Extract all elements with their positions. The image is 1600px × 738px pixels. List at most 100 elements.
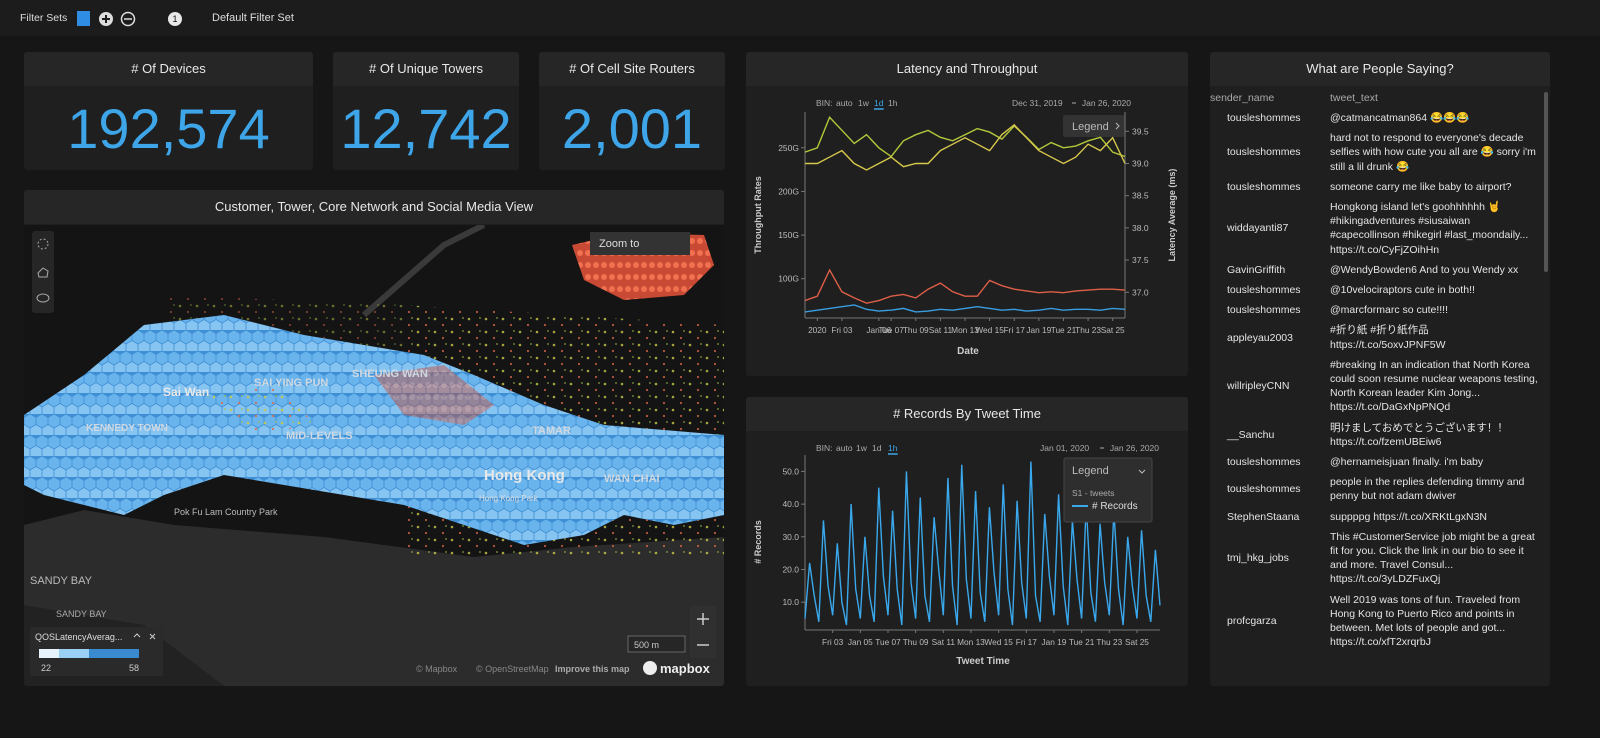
kpi-card: # Of Cell Site Routers 2,001 xyxy=(539,52,725,170)
sender-name: StephenStaana xyxy=(1227,510,1300,523)
zoom-controls[interactable] xyxy=(690,606,716,658)
map-title: Customer, Tower, Core Network and Social… xyxy=(24,190,724,224)
draw-polygon-tool[interactable] xyxy=(37,267,49,278)
x-tick-label: Jan 19 xyxy=(1042,637,1067,647)
tweets-panel: What are People Saying? sender_name tweet… xyxy=(1210,52,1550,686)
remove-icon[interactable] xyxy=(120,11,136,27)
tweet-text: #breaking In an indication that North Ko… xyxy=(1330,358,1538,414)
save-icon[interactable] xyxy=(77,11,90,26)
x-tick-label: Jan 05 xyxy=(848,637,873,647)
x-tick-label: Thu 23 xyxy=(1075,325,1101,335)
bin-option[interactable]: 1h xyxy=(888,443,898,453)
x-tick-label: Sat 11 xyxy=(929,325,953,335)
attribution[interactable]: © OpenStreetMap xyxy=(476,664,549,674)
filter-label: Filter Sets xyxy=(20,12,68,24)
zoom-to-label[interactable]: Zoom to xyxy=(599,238,639,250)
sender-name: profcgarza xyxy=(1227,614,1277,627)
tweet-row: __Sanchu 明けましておめでとうございます！！ https://t.co/f… xyxy=(1210,418,1540,452)
x-axis-label: Tweet Time xyxy=(956,656,1010,667)
tweet-row: tousleshommes people in the replies defen… xyxy=(1210,472,1540,506)
attribution[interactable]: Improve this map xyxy=(555,664,630,674)
tweets-title: What are People Saying? xyxy=(1210,52,1550,86)
tweet-text: someone carry me like baby to airport? xyxy=(1330,180,1512,193)
y-tick-label: 200G xyxy=(778,186,799,196)
legend-title[interactable]: Legend xyxy=(1072,121,1109,133)
x-tick-label: Tue 21 xyxy=(1051,325,1077,335)
y2-tick-label: 38.5 xyxy=(1132,191,1149,201)
x-tick-label: Sat 25 xyxy=(1101,325,1125,335)
bin-option[interactable]: 1w xyxy=(856,443,868,453)
tweets-table: sender_name tweet_text tousleshommes @catm… xyxy=(1210,92,1550,653)
place-label: Hong Kong xyxy=(484,467,565,484)
place-label: Sai Wan xyxy=(163,385,209,399)
attribution[interactable]: © Mapbox xyxy=(416,664,458,674)
x-tick-label: Fri 17 xyxy=(1004,325,1026,335)
kpi-value: 192,574 xyxy=(67,97,270,160)
kpi-value: 12,742 xyxy=(340,97,512,160)
filter-badge[interactable]: 1 xyxy=(168,12,182,26)
lasso-tool[interactable] xyxy=(36,293,50,303)
x-tick-label: Mon 13 xyxy=(951,325,979,335)
bin-option[interactable]: auto xyxy=(836,443,853,453)
series-line xyxy=(804,268,1126,304)
x-tick-label: Jan 19 xyxy=(1026,325,1051,335)
bin-option[interactable]: 1d xyxy=(872,443,882,453)
x-tick-label: Sat 11 xyxy=(932,637,956,647)
x-tick-label: 2020 xyxy=(808,325,827,335)
place-label: SHEUNG WAN xyxy=(352,368,428,380)
map-scale: 500 m xyxy=(634,640,659,650)
y-tick-label: 150G xyxy=(778,230,799,240)
y-axis-label: Throughput Rates xyxy=(753,176,763,254)
bin-option[interactable]: 1w xyxy=(858,98,870,108)
zoom-to-button[interactable] xyxy=(590,232,690,255)
y2-tick-label: 39.0 xyxy=(1132,159,1149,169)
tweet-row: tousleshommes @10velociraptors cute in bo… xyxy=(1210,280,1540,300)
column-header: tweet_text xyxy=(1330,92,1378,104)
x-tick-label: Sat 25 xyxy=(1125,637,1149,647)
records-title: # Records By Tweet Time xyxy=(746,397,1188,431)
legend-button[interactable] xyxy=(1063,115,1125,137)
bin-label: BIN: xyxy=(816,98,833,108)
tweet-row: willripleyCNN #breaking In an indication … xyxy=(1210,355,1540,418)
tweet-row: tousleshommes someone carry me like baby … xyxy=(1210,177,1540,197)
x-tick-label: Tue 21 xyxy=(1069,637,1095,647)
y-tick-label: 20.0 xyxy=(782,564,799,574)
x-tick-label: Jan 06 xyxy=(866,325,891,335)
sender-name: tousleshommes xyxy=(1227,146,1301,159)
sender-name: tousleshommes xyxy=(1227,456,1301,469)
date-range-start[interactable]: Jan 01, 2020 xyxy=(1040,443,1089,453)
y2-tick-label: 39.5 xyxy=(1132,126,1149,136)
map-tools xyxy=(32,231,54,313)
sender-name: willripleyCNN xyxy=(1227,380,1290,393)
series-line xyxy=(804,461,1161,626)
sender-name: tousleshommes xyxy=(1227,483,1301,496)
sender-name: tmj_hkg_jobs xyxy=(1227,552,1289,565)
tweet-row: widdayanti87 Hongkong island let's goohhh… xyxy=(1210,197,1540,260)
filter-icons xyxy=(77,11,136,27)
x-tick-label: Fri 03 xyxy=(831,325,853,335)
sender-name: tousleshommes xyxy=(1227,112,1301,124)
place-label: Pok Fu Lam Country Park xyxy=(174,507,278,517)
x-tick-label: Mon 13 xyxy=(957,637,985,647)
y-tick-label: 30.0 xyxy=(782,532,799,542)
date-range-end[interactable]: Jan 26, 2020 xyxy=(1082,98,1131,108)
draw-circle-tool[interactable] xyxy=(37,238,49,250)
tweet-row: tousleshommes @marcformarc so cute!!!! xyxy=(1210,300,1540,320)
y-axis-label: # Records xyxy=(753,520,763,564)
bin-option[interactable]: 1d xyxy=(874,98,884,108)
sender-name: appleyau2003 xyxy=(1227,331,1293,344)
filter-set-name[interactable]: Default Filter Set xyxy=(212,12,294,24)
series-line xyxy=(804,115,1126,158)
x-tick-label: Thu 09 xyxy=(903,637,929,647)
scrollbar[interactable] xyxy=(1544,92,1548,272)
tweet-text: Hongkong island let's goohhhhhh 🤘 #hikin… xyxy=(1330,201,1529,256)
date-range-end[interactable]: Jan 26, 2020 xyxy=(1110,443,1159,453)
sender-name: tousleshommes xyxy=(1227,304,1301,317)
place-label: SANDY BAY xyxy=(56,609,107,619)
date-range-start[interactable]: Dec 31, 2019 xyxy=(1012,98,1063,108)
sender-name: tousleshommes xyxy=(1227,284,1301,297)
map[interactable]: Zoom to Sai Wan SAI YING PUN SHEUNG WAN … xyxy=(24,225,724,686)
place-label: Hong Kong Park xyxy=(479,494,539,503)
bin-option[interactable]: auto xyxy=(836,98,853,108)
bin-option[interactable]: 1h xyxy=(888,98,898,108)
